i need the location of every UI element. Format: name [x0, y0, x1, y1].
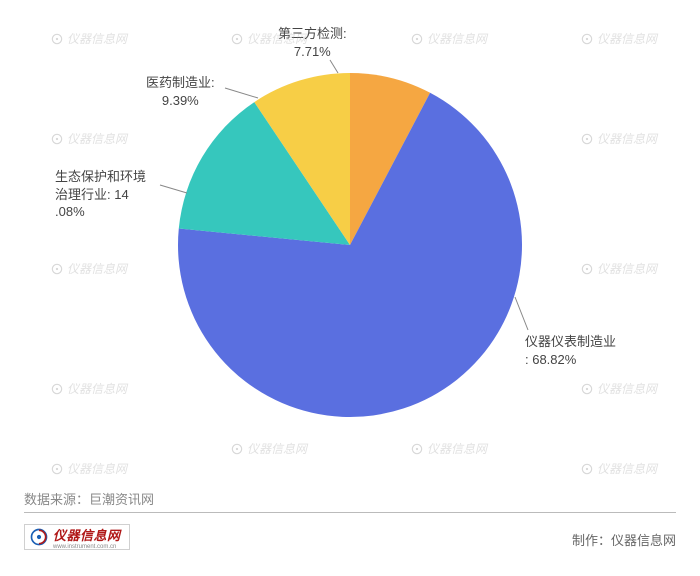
leader-line — [160, 185, 187, 193]
brand-badge-text: 仪器信息网 — [53, 525, 121, 544]
slice-label: 医药制造业: 9.39% — [146, 74, 215, 109]
footer-divider — [24, 512, 676, 513]
brand-badge-icon — [29, 527, 49, 547]
source-prefix: 数据来源： — [24, 492, 89, 507]
slice-label: 仪器仪表制造业 : 68.82% — [525, 333, 616, 368]
credit-prefix: 制作： — [572, 533, 611, 548]
brand-badge-subtext: www.instrument.com.cn — [53, 544, 121, 550]
pie-svg — [0, 0, 700, 480]
slice-label: 第三方检测: 7.71% — [278, 25, 347, 60]
credit-name: 仪器信息网 — [611, 533, 676, 548]
data-source: 数据来源：巨潮资讯网 — [24, 489, 154, 508]
pie-chart-area: 第三方检测: 7.71% 仪器仪表制造业 : 68.82% 生态保护和环境 治理行业… — [0, 0, 700, 480]
source-name: 巨潮资讯网 — [89, 492, 154, 507]
leader-line — [330, 60, 338, 73]
credit: 制作：仪器信息网 — [572, 530, 676, 549]
slice-label: 生态保护和环境 治理行业: 14 .08% — [55, 168, 146, 221]
leader-line — [515, 297, 528, 330]
brand-badge: 仪器信息网 www.instrument.com.cn — [24, 524, 130, 550]
leader-line — [225, 88, 258, 98]
